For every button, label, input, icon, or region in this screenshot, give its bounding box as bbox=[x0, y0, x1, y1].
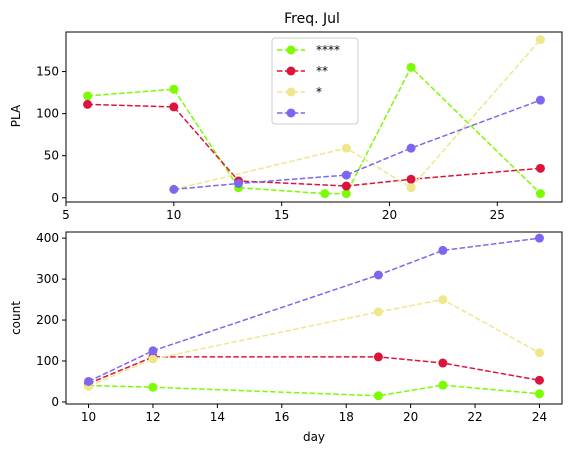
data-point bbox=[148, 346, 158, 356]
series-line bbox=[88, 298, 540, 388]
x-tick-label: 10 bbox=[166, 208, 181, 222]
data-point bbox=[406, 143, 416, 153]
legend-marker bbox=[286, 66, 296, 76]
legend: ******* bbox=[271, 37, 359, 125]
data-point bbox=[438, 380, 448, 390]
data-point bbox=[169, 84, 179, 94]
x-axis-label: day bbox=[303, 430, 325, 444]
data-point bbox=[535, 95, 545, 105]
data-point bbox=[373, 352, 383, 362]
data-point bbox=[406, 183, 416, 193]
series-line bbox=[173, 39, 541, 191]
data-point bbox=[320, 189, 330, 199]
data-point bbox=[169, 184, 179, 194]
legend-marker bbox=[286, 45, 296, 55]
x-tick-label: 16 bbox=[274, 410, 289, 424]
plot-frame bbox=[65, 231, 563, 405]
data-point bbox=[438, 245, 448, 255]
data-point bbox=[148, 382, 158, 392]
data-point bbox=[406, 62, 416, 72]
x-tick-label: 15 bbox=[274, 208, 289, 222]
x-tick-label: 12 bbox=[145, 410, 160, 424]
x-tick-label: 22 bbox=[467, 410, 482, 424]
data-point bbox=[148, 354, 158, 364]
x-tick-label: 24 bbox=[532, 410, 547, 424]
y-tick-label: 0 bbox=[51, 191, 59, 205]
y-tick-label: 300 bbox=[36, 272, 59, 286]
data-point bbox=[438, 358, 448, 368]
data-point bbox=[534, 348, 544, 358]
x-tick-label: 10 bbox=[81, 410, 96, 424]
data-point bbox=[234, 178, 244, 188]
y-tick-label: 100 bbox=[36, 107, 59, 121]
data-point bbox=[406, 174, 416, 184]
y-tick-label: 100 bbox=[36, 354, 59, 368]
legend-box bbox=[271, 37, 359, 125]
data-point bbox=[373, 391, 383, 401]
legend-label: * bbox=[316, 85, 322, 99]
data-point bbox=[83, 91, 93, 101]
legend-marker bbox=[286, 108, 296, 118]
data-point bbox=[341, 143, 351, 153]
y-tick-label: 200 bbox=[36, 313, 59, 327]
series-line bbox=[87, 103, 541, 187]
data-point bbox=[535, 35, 545, 45]
data-point bbox=[373, 307, 383, 317]
data-point bbox=[341, 189, 351, 199]
data-point bbox=[84, 376, 94, 386]
x-tick-label: 14 bbox=[210, 410, 225, 424]
plot-frame bbox=[65, 31, 563, 203]
data-point bbox=[534, 233, 544, 243]
y-tick-label: 150 bbox=[36, 65, 59, 79]
x-tick-label: 25 bbox=[490, 208, 505, 222]
x-tick-label: 20 bbox=[382, 208, 397, 222]
data-point bbox=[438, 295, 448, 305]
y-tick-label: 0 bbox=[51, 395, 59, 409]
data-point bbox=[341, 170, 351, 180]
y-axis-label: PLA bbox=[9, 104, 23, 127]
data-point bbox=[534, 389, 544, 399]
data-point bbox=[83, 99, 93, 109]
data-point bbox=[535, 189, 545, 199]
y-axis-label: count bbox=[9, 301, 23, 335]
legend-label: **** bbox=[316, 43, 340, 57]
x-tick-label: 18 bbox=[339, 410, 354, 424]
bottom-chart: count day 10 12 14 16 18 20 22 24 0 100 200 300 400 bbox=[9, 231, 563, 444]
legend-label: ** bbox=[316, 64, 328, 78]
data-point bbox=[535, 163, 545, 173]
data-point bbox=[341, 181, 351, 191]
y-tick-label: 50 bbox=[44, 149, 59, 163]
series-line bbox=[173, 99, 541, 191]
data-point bbox=[169, 102, 179, 112]
y-tick-label: 400 bbox=[36, 231, 59, 245]
x-tick-label: 20 bbox=[403, 410, 418, 424]
data-point bbox=[534, 375, 544, 385]
series-line bbox=[88, 384, 540, 397]
chart-title: Freq. Jul bbox=[284, 11, 340, 27]
x-tick-label: 5 bbox=[62, 208, 70, 222]
legend-marker bbox=[286, 87, 296, 97]
data-point bbox=[373, 270, 383, 280]
